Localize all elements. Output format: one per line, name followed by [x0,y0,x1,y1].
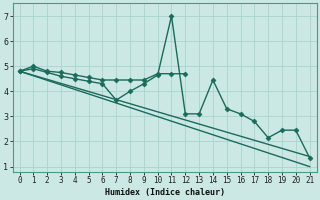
X-axis label: Humidex (Indice chaleur): Humidex (Indice chaleur) [105,188,225,197]
